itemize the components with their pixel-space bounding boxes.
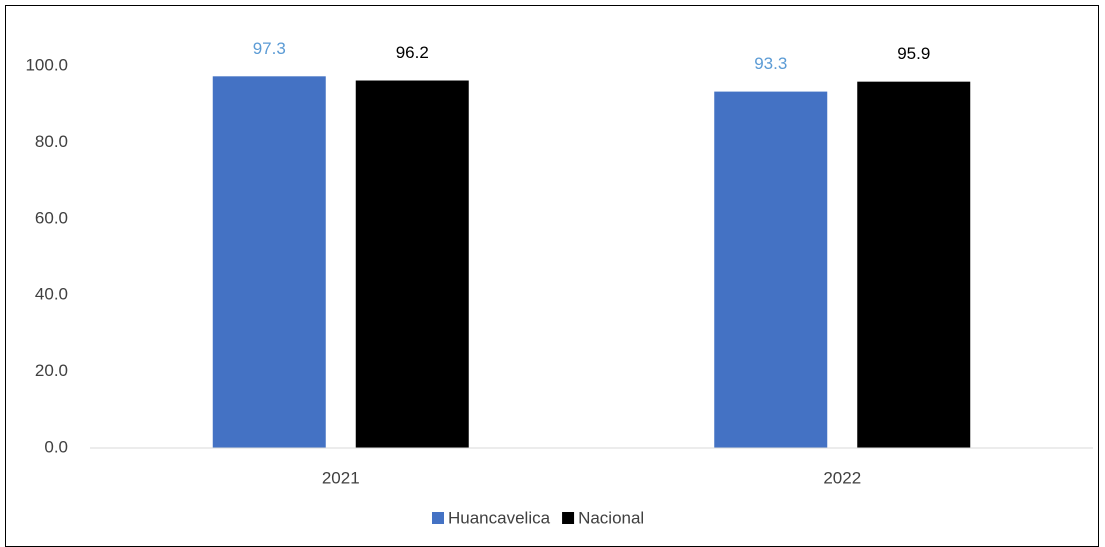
y-tick-label: 40.0 — [35, 285, 68, 304]
data-label: 93.3 — [754, 54, 787, 73]
bar — [212, 76, 326, 449]
y-tick-label: 80.0 — [35, 132, 68, 151]
data-label: 95.9 — [897, 44, 930, 63]
x-tick-label: 2021 — [322, 468, 360, 487]
legend-swatch — [562, 512, 575, 524]
bar — [857, 81, 971, 449]
bar — [355, 80, 469, 449]
y-tick-label: 60.0 — [35, 208, 68, 227]
x-tick-label: 2022 — [823, 468, 861, 487]
bar — [714, 91, 828, 449]
y-tick-label: 20.0 — [35, 361, 68, 380]
y-tick-label: 100.0 — [25, 55, 68, 74]
data-label: 96.2 — [396, 43, 429, 62]
y-tick-label: 0.0 — [44, 437, 68, 456]
legend-label: Nacional — [578, 508, 644, 527]
data-label: 97.3 — [253, 39, 286, 58]
legend-swatch — [432, 512, 444, 524]
legend-label: Huancavelica — [448, 508, 551, 527]
